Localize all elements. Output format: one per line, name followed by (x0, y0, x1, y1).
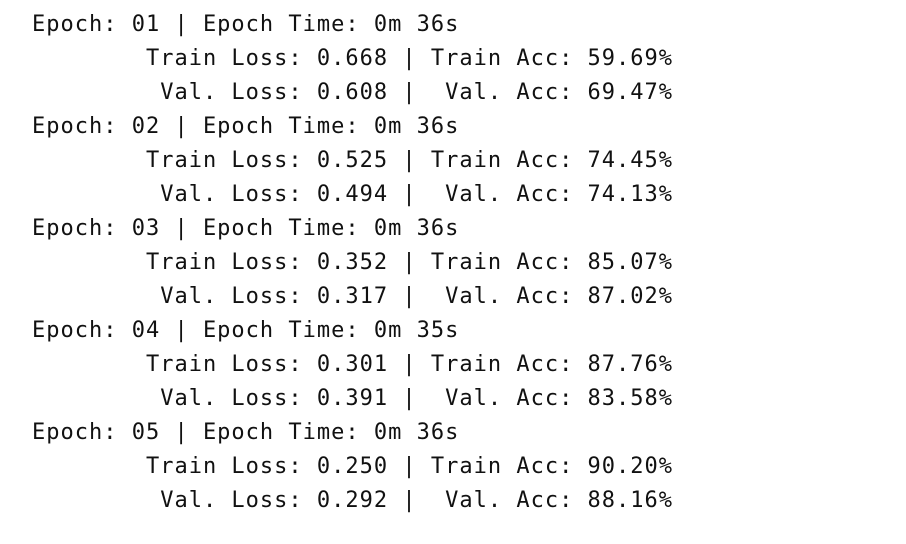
epoch-02-train-metrics: Train Loss: 0.525 | Train Acc: 74.45% (32, 148, 674, 173)
epoch-01-train-metrics: Train Loss: 0.668 | Train Acc: 59.69% (32, 46, 674, 71)
epoch-04-train-metrics: Train Loss: 0.301 | Train Acc: 87.76% (32, 352, 674, 377)
epoch-05-train-metrics: Train Loss: 0.250 | Train Acc: 90.20% (32, 454, 674, 479)
epoch-04-val-metrics: Val. Loss: 0.391 | Val. Acc: 83.58% (32, 386, 674, 411)
epoch-01-val-metrics: Val. Loss: 0.608 | Val. Acc: 69.47% (32, 80, 674, 105)
epoch-01-header: Epoch: 01 | Epoch Time: 0m 36s (32, 12, 460, 37)
epoch-05-val-metrics: Val. Loss: 0.292 | Val. Acc: 88.16% (32, 488, 674, 513)
epoch-02-header: Epoch: 02 | Epoch Time: 0m 36s (32, 114, 460, 139)
epoch-05-header: Epoch: 05 | Epoch Time: 0m 36s (32, 420, 460, 445)
epoch-02-val-metrics: Val. Loss: 0.494 | Val. Acc: 74.13% (32, 182, 674, 207)
epoch-03-train-metrics: Train Loss: 0.352 | Train Acc: 85.07% (32, 250, 674, 275)
training-log-output: Epoch: 01 | Epoch Time: 0m 36s Train Los… (32, 8, 673, 518)
epoch-03-val-metrics: Val. Loss: 0.317 | Val. Acc: 87.02% (32, 284, 674, 309)
epoch-03-header: Epoch: 03 | Epoch Time: 0m 36s (32, 216, 460, 241)
epoch-04-header: Epoch: 04 | Epoch Time: 0m 35s (32, 318, 460, 343)
